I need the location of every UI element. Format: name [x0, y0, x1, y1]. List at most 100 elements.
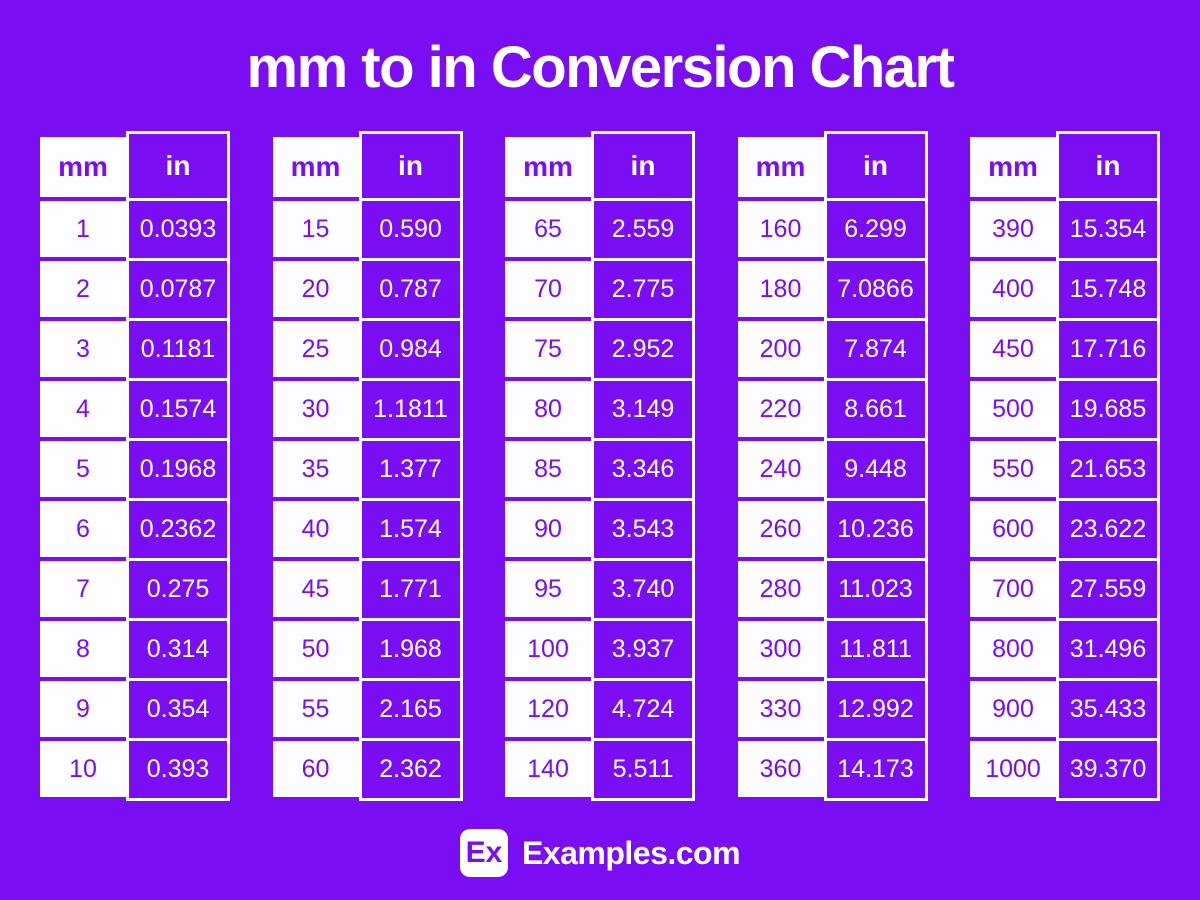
mm-column: mm 15 20 25 30 35 40 45 50 55 60	[272, 137, 359, 797]
in-cell: 3.937	[591, 618, 695, 681]
in-cell: 2.165	[358, 678, 463, 741]
conversion-table: mm 1 2 3 4 5 6 7 8 9 10 in 0.0393 0.0787 0.1181 0.1574 0…	[40, 131, 230, 801]
in-cell: 5.511	[591, 738, 695, 801]
conversion-table: mm 15 20 25 30 35 40 45 50 55 60 in 0.590 0.787 0.984 1…	[272, 131, 463, 801]
mm-header: mm	[40, 137, 126, 197]
mm-cell: 65	[505, 201, 591, 257]
mm-cell: 7	[40, 561, 126, 617]
mm-header: mm	[272, 137, 359, 197]
in-cell: 14.173	[823, 738, 928, 801]
in-cell: 0.354	[126, 678, 230, 741]
in-cell: 3.149	[591, 378, 695, 441]
mm-cell: 550	[970, 441, 1056, 497]
in-cell: 23.622	[1056, 498, 1160, 561]
mm-cell: 85	[505, 441, 591, 497]
in-column: in 0.590 0.787 0.984 1.1811 1.377 1.574 1.771 1.…	[358, 131, 463, 801]
mm-column: mm 65 70 75 80 85 90 95 100 120 140	[505, 137, 591, 797]
mm-cell: 60	[272, 741, 359, 797]
mm-cell: 8	[40, 621, 126, 677]
in-cell: 4.724	[591, 678, 695, 741]
in-cell: 2.559	[591, 198, 695, 261]
mm-cell: 700	[970, 561, 1056, 617]
mm-cell: 500	[970, 381, 1056, 437]
tables-row: mm 1 2 3 4 5 6 7 8 9 10 in 0.0393 0.0787 0.1181 0.1574 0…	[40, 131, 1160, 801]
mm-cell: 75	[505, 321, 591, 377]
mm-cell: 4	[40, 381, 126, 437]
in-column: in 0.0393 0.0787 0.1181 0.1574 0.1968 0.2362 0.…	[126, 131, 230, 801]
in-cell: 0.314	[126, 618, 230, 681]
in-cell: 15.354	[1056, 198, 1160, 261]
in-header: in	[126, 131, 230, 201]
in-cell: 7.0866	[823, 258, 928, 321]
mm-cell: 390	[970, 201, 1056, 257]
mm-cell: 3	[40, 321, 126, 377]
in-cell: 3.740	[591, 558, 695, 621]
in-cell: 1.574	[358, 498, 463, 561]
in-cell: 2.362	[358, 738, 463, 801]
mm-cell: 90	[505, 501, 591, 557]
mm-cell: 280	[737, 561, 824, 617]
mm-column: mm 1 2 3 4 5 6 7 8 9 10	[40, 137, 126, 797]
mm-cell: 25	[272, 321, 359, 377]
footer: Ex Examples.com	[0, 829, 1200, 877]
in-column: in 15.354 15.748 17.716 19.685 21.653 23.622 27…	[1056, 131, 1160, 801]
in-cell: 0.2362	[126, 498, 230, 561]
mm-cell: 70	[505, 261, 591, 317]
mm-cell: 240	[737, 441, 824, 497]
in-header: in	[823, 131, 928, 201]
mm-cell: 800	[970, 621, 1056, 677]
mm-header: mm	[505, 137, 591, 197]
in-cell: 11.811	[823, 618, 928, 681]
mm-cell: 140	[505, 741, 591, 797]
in-cell: 1.968	[358, 618, 463, 681]
conversion-table: mm 390 400 450 500 550 600 700 800 900 1000 in 15.35…	[970, 131, 1160, 801]
in-cell: 0.393	[126, 738, 230, 801]
in-cell: 0.590	[358, 198, 463, 261]
mm-cell: 95	[505, 561, 591, 617]
in-cell: 2.775	[591, 258, 695, 321]
in-header: in	[358, 131, 463, 201]
conversion-table: mm 160 180 200 220 240 260 280 300 330 360 in 6.299 7…	[737, 131, 928, 801]
mm-cell: 9	[40, 681, 126, 737]
in-header: in	[591, 131, 695, 201]
mm-cell: 45	[272, 561, 359, 617]
mm-cell: 20	[272, 261, 359, 317]
in-cell: 0.0393	[126, 198, 230, 261]
mm-cell: 50	[272, 621, 359, 677]
mm-header: mm	[970, 137, 1056, 197]
mm-cell: 900	[970, 681, 1056, 737]
in-cell: 3.346	[591, 438, 695, 501]
mm-cell: 260	[737, 501, 824, 557]
in-cell: 11.023	[823, 558, 928, 621]
mm-cell: 120	[505, 681, 591, 737]
mm-cell: 1	[40, 201, 126, 257]
in-cell: 9.448	[823, 438, 928, 501]
in-cell: 15.748	[1056, 258, 1160, 321]
mm-cell: 35	[272, 441, 359, 497]
mm-cell: 5	[40, 441, 126, 497]
in-cell: 3.543	[591, 498, 695, 561]
in-cell: 12.992	[823, 678, 928, 741]
in-cell: 6.299	[823, 198, 928, 261]
in-cell: 27.559	[1056, 558, 1160, 621]
mm-cell: 55	[272, 681, 359, 737]
in-column: in 6.299 7.0866 7.874 8.661 9.448 10.236 11.023…	[823, 131, 928, 801]
mm-cell: 200	[737, 321, 824, 377]
mm-cell: 2	[40, 261, 126, 317]
mm-cell: 30	[272, 381, 359, 437]
mm-column: mm 390 400 450 500 550 600 700 800 900 1000	[970, 137, 1056, 797]
in-cell: 1.377	[358, 438, 463, 501]
mm-cell: 40	[272, 501, 359, 557]
mm-cell: 160	[737, 201, 824, 257]
mm-cell: 10	[40, 741, 126, 797]
mm-cell: 15	[272, 201, 359, 257]
in-cell: 0.787	[358, 258, 463, 321]
mm-cell: 360	[737, 741, 824, 797]
mm-column: mm 160 180 200 220 240 260 280 300 330 360	[737, 137, 824, 797]
page-title: mm to in Conversion Chart	[246, 35, 955, 100]
in-cell: 0.984	[358, 318, 463, 381]
in-header: in	[1056, 131, 1160, 201]
in-cell: 0.0787	[126, 258, 230, 321]
in-cell: 19.685	[1056, 378, 1160, 441]
mm-cell: 400	[970, 261, 1056, 317]
